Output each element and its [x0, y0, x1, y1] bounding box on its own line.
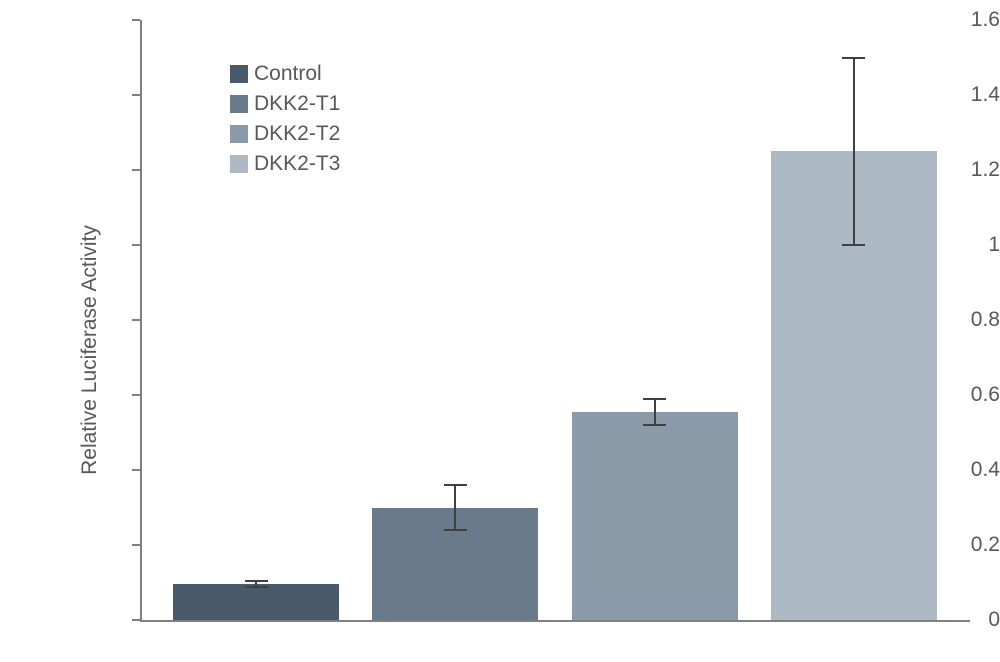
bar-chart: 0 0.2 0.4 0.6 0.8 1 1.2 1.4 1.6 Relative Lucifera… — [0, 0, 1000, 662]
y-tick-label: 0.8 — [870, 308, 1000, 332]
error-cap — [643, 398, 666, 400]
y-tick-label: 0.6 — [870, 383, 1000, 407]
y-tick — [132, 394, 140, 396]
legend-swatch — [230, 65, 248, 83]
error-bar — [454, 485, 456, 530]
error-cap — [842, 57, 865, 59]
error-cap — [842, 244, 865, 246]
y-tick-label: 1 — [870, 233, 1000, 257]
y-tick-label: 1.2 — [870, 158, 1000, 182]
y-tick-label: 1.4 — [870, 83, 1000, 107]
legend-label: DKK2-T1 — [254, 92, 340, 116]
x-axis — [140, 620, 970, 622]
legend-item: DKK2-T3 — [230, 152, 340, 176]
error-cap — [444, 529, 467, 531]
y-axis-label: Relative Luciferase Activity — [78, 225, 102, 475]
y-axis — [140, 20, 142, 620]
y-tick — [132, 244, 140, 246]
error-cap — [444, 484, 467, 486]
legend-item: DKK2-T2 — [230, 122, 340, 146]
y-tick — [132, 469, 140, 471]
y-tick — [132, 544, 140, 546]
error-cap — [245, 580, 268, 582]
bar — [173, 584, 339, 620]
legend-item: DKK2-T1 — [230, 92, 340, 116]
y-tick — [132, 94, 140, 96]
y-tick-label: 0.2 — [870, 533, 1000, 557]
legend-item: Control — [230, 62, 340, 86]
y-tick-label: 0.4 — [870, 458, 1000, 482]
legend-swatch — [230, 125, 248, 143]
y-tick — [132, 319, 140, 321]
error-cap — [643, 424, 666, 426]
legend-label: Control — [254, 62, 322, 86]
error-cap — [245, 586, 268, 588]
y-tick — [132, 169, 140, 171]
legend: Control DKK2-T1 DKK2-T2 DKK2-T3 — [230, 62, 340, 182]
legend-label: DKK2-T3 — [254, 152, 340, 176]
legend-swatch — [230, 95, 248, 113]
y-tick — [132, 619, 140, 621]
y-tick-label: 1.6 — [870, 8, 1000, 32]
error-bar — [654, 399, 656, 425]
error-bar — [853, 58, 855, 246]
legend-swatch — [230, 155, 248, 173]
legend-label: DKK2-T2 — [254, 122, 340, 146]
bar — [572, 412, 738, 620]
y-tick-label: 0 — [870, 608, 1000, 632]
y-tick — [132, 19, 140, 21]
